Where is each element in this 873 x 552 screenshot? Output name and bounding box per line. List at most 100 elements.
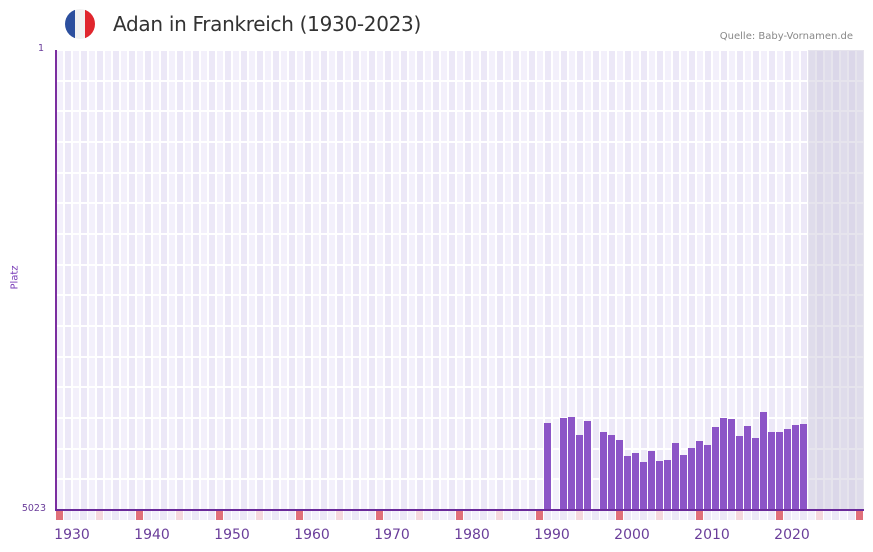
grid-cell (401, 296, 407, 325)
year-marker (352, 511, 359, 520)
grid-cell (457, 204, 463, 233)
grid-cell (537, 235, 543, 264)
bar-1999[interactable] (608, 434, 615, 510)
x-tick-label: 1940 (134, 527, 170, 543)
bar-1994[interactable] (568, 416, 575, 510)
grid-cell (769, 173, 775, 203)
year-marker (208, 511, 215, 520)
grid-cell (177, 265, 183, 295)
bar-2021[interactable] (784, 429, 791, 510)
grid-cell (665, 357, 671, 387)
grid-cell (641, 388, 647, 417)
grid-cell (545, 296, 551, 325)
bar-2004[interactable] (648, 451, 655, 510)
grid-cell (281, 143, 287, 172)
bar-2002[interactable] (632, 453, 639, 510)
bar-2005[interactable] (656, 460, 663, 510)
year-marker (800, 511, 807, 520)
bar-2022[interactable] (792, 424, 799, 510)
grid-cell (297, 204, 303, 233)
bar-1998[interactable] (600, 431, 607, 510)
grid-cell (737, 419, 743, 448)
bar-2008[interactable] (680, 455, 687, 510)
grid-cell (345, 419, 351, 448)
grid-cell (857, 388, 863, 417)
grid-cell (489, 265, 495, 295)
year-marker (384, 511, 391, 520)
bar-2018[interactable] (760, 411, 767, 510)
grid-cell (305, 143, 311, 172)
grid-cell (113, 265, 119, 295)
bar-1993[interactable] (560, 417, 567, 510)
grid-cell (161, 143, 167, 172)
grid-cell (497, 112, 503, 141)
grid-cell (289, 388, 295, 417)
grid-cell (457, 173, 463, 203)
grid-cell (129, 357, 135, 387)
bar-2011[interactable] (704, 444, 711, 510)
grid-cell (657, 143, 663, 172)
bar-2013[interactable] (720, 417, 727, 510)
bar-2020[interactable] (776, 431, 783, 510)
grid-cell (353, 112, 359, 141)
grid-cell (273, 112, 279, 141)
grid-cell (377, 112, 383, 141)
grid-cell (817, 265, 823, 295)
grid-cell (233, 81, 239, 111)
grid-cell (225, 51, 231, 80)
grid-cell (561, 327, 567, 356)
grid-cell (377, 327, 383, 356)
bar-2012[interactable] (712, 427, 719, 510)
year-marker (144, 511, 151, 520)
grid-cell (369, 235, 375, 264)
grid-cell (273, 388, 279, 417)
grid-cell (225, 480, 231, 509)
bar-2016[interactable] (744, 426, 751, 510)
grid-cell (113, 327, 119, 356)
grid-cell (537, 51, 543, 80)
bar-2001[interactable] (624, 455, 631, 510)
bar-2010[interactable] (696, 441, 703, 510)
grid-cell (265, 388, 271, 417)
grid-cell (401, 388, 407, 417)
bar-2019[interactable] (768, 431, 775, 510)
bar-2000[interactable] (616, 440, 623, 510)
grid-cell (105, 143, 111, 172)
grid-cell (353, 296, 359, 325)
grid-cell (689, 296, 695, 325)
grid-cell (753, 204, 759, 233)
year-marker (288, 511, 295, 520)
bar-2006[interactable] (664, 459, 671, 510)
bar-2017[interactable] (752, 438, 759, 510)
grid-cell (401, 419, 407, 448)
grid-cell (105, 419, 111, 448)
grid-cell (513, 449, 519, 479)
grid-cell (257, 449, 263, 479)
grid-cell (777, 81, 783, 111)
bar-2014[interactable] (728, 418, 735, 510)
grid-cell (225, 449, 231, 479)
grid-cell (721, 51, 727, 80)
grid-cell (553, 204, 559, 233)
bar-2009[interactable] (688, 447, 695, 510)
bar-1995[interactable] (576, 434, 583, 510)
grid-cell (473, 112, 479, 141)
grid-cell (793, 327, 799, 356)
grid-cell (265, 357, 271, 387)
grid-cell (857, 112, 863, 141)
grid-cell (577, 173, 583, 203)
grid-cell (457, 81, 463, 111)
bar-1991[interactable] (544, 422, 551, 510)
grid-cell (769, 235, 775, 264)
grid-cell (129, 112, 135, 141)
grid-cell (329, 173, 335, 203)
bar-2023[interactable] (800, 423, 807, 510)
grid-cell (321, 51, 327, 80)
grid-cell (553, 357, 559, 387)
bar-2003[interactable] (640, 462, 647, 510)
grid-cell (849, 112, 855, 141)
bar-2015[interactable] (736, 435, 743, 510)
grid-cell (369, 173, 375, 203)
bar-1996[interactable] (584, 420, 591, 510)
bar-2007[interactable] (672, 443, 679, 510)
